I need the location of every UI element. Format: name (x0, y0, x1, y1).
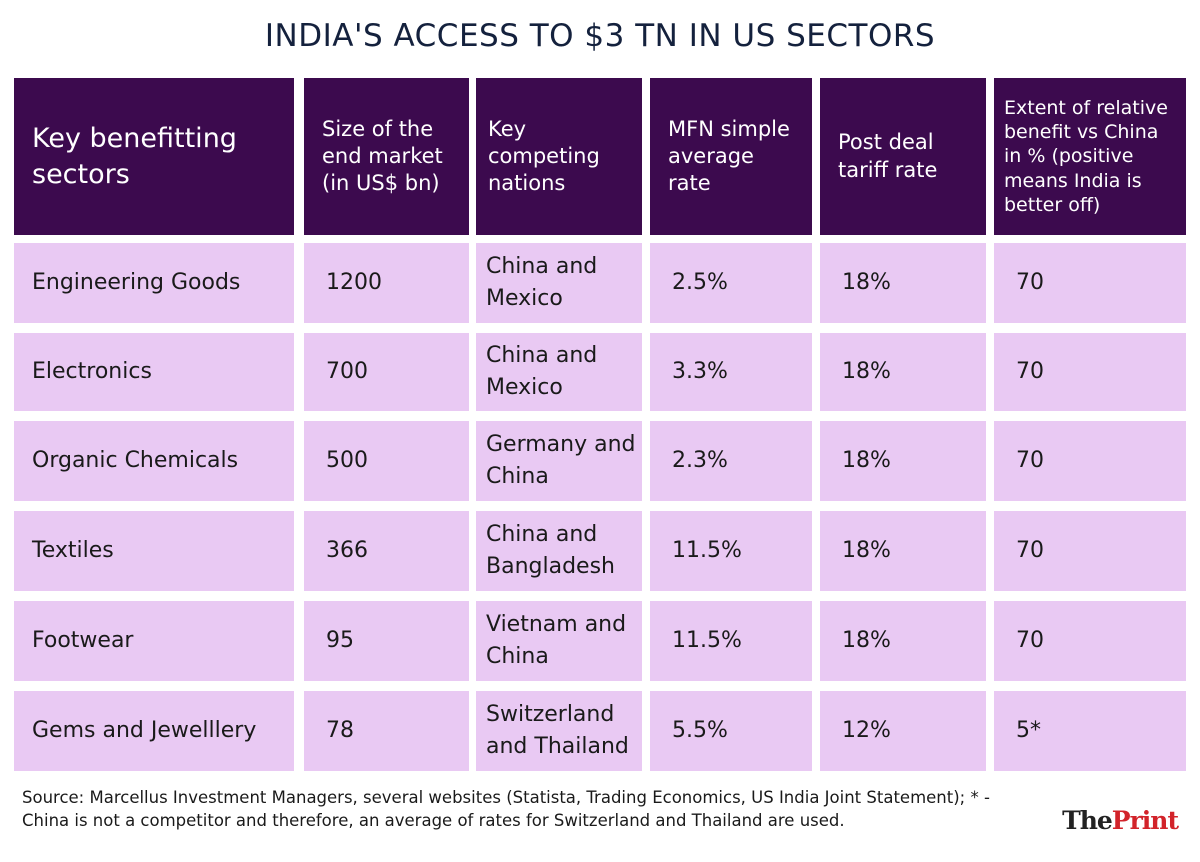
table-cell: Germany and China (476, 421, 642, 501)
table-cell: Engineering Goods (14, 243, 294, 323)
table-cell: 78 (304, 691, 469, 771)
table-cell: 18% (820, 421, 986, 501)
column-header: Extent of relative benefit vs China in %… (994, 78, 1186, 235)
table-cell: 70 (994, 421, 1186, 501)
table-cell: China and Mexico (476, 243, 642, 323)
table-cell: 18% (820, 511, 986, 591)
table-cell: 700 (304, 333, 469, 411)
table-cell: 366 (304, 511, 469, 591)
table-cell: Textiles (14, 511, 294, 591)
table-cell: Electronics (14, 333, 294, 411)
logo-part: Print (1111, 806, 1179, 835)
table-cell: China and Mexico (476, 333, 642, 411)
table-cell: 70 (994, 333, 1186, 411)
column-header: Key benefitting sectors (14, 78, 294, 235)
table-cell: 70 (994, 601, 1186, 681)
table-cell: China and Bangladesh (476, 511, 642, 591)
table-cell: 5.5% (650, 691, 812, 771)
table-cell: 500 (304, 421, 469, 501)
logo-part: The (1062, 806, 1113, 835)
table-cell: 2.5% (650, 243, 812, 323)
source-note: Source: Marcellus Investment Managers, s… (22, 788, 990, 831)
table-cell: 5* (994, 691, 1186, 771)
column-header: Key competing nations (476, 78, 642, 235)
table-cell: 18% (820, 333, 986, 411)
title: INDIA'S ACCESS TO $3 TN IN US SECTORS (264, 18, 936, 54)
table-cell: 18% (820, 243, 986, 323)
table-cell: 12% (820, 691, 986, 771)
table-cell: 3.3% (650, 333, 812, 411)
logo: ThePrint (1062, 806, 1179, 835)
table-cell: Gems and Jewelllery (14, 691, 294, 771)
table-cell: Switzerland and Thailand (476, 691, 642, 771)
column-header: Post deal tariff rate (820, 78, 986, 235)
column-header: MFN simple average rate (650, 78, 812, 235)
table-cell: 11.5% (650, 511, 812, 591)
column-header: Size of the end market (in US$ bn) (304, 78, 469, 235)
table-cell: 70 (994, 243, 1186, 323)
table-cell: 70 (994, 511, 1186, 591)
table-cell: 95 (304, 601, 469, 681)
table-cell: 1200 (304, 243, 469, 323)
table-cell: 11.5% (650, 601, 812, 681)
table-cell: 18% (820, 601, 986, 681)
table-cell: Vietnam and China (476, 601, 642, 681)
table-cell: 2.3% (650, 421, 812, 501)
table-cell: Organic Chemicals (14, 421, 294, 501)
table-cell: Footwear (14, 601, 294, 681)
